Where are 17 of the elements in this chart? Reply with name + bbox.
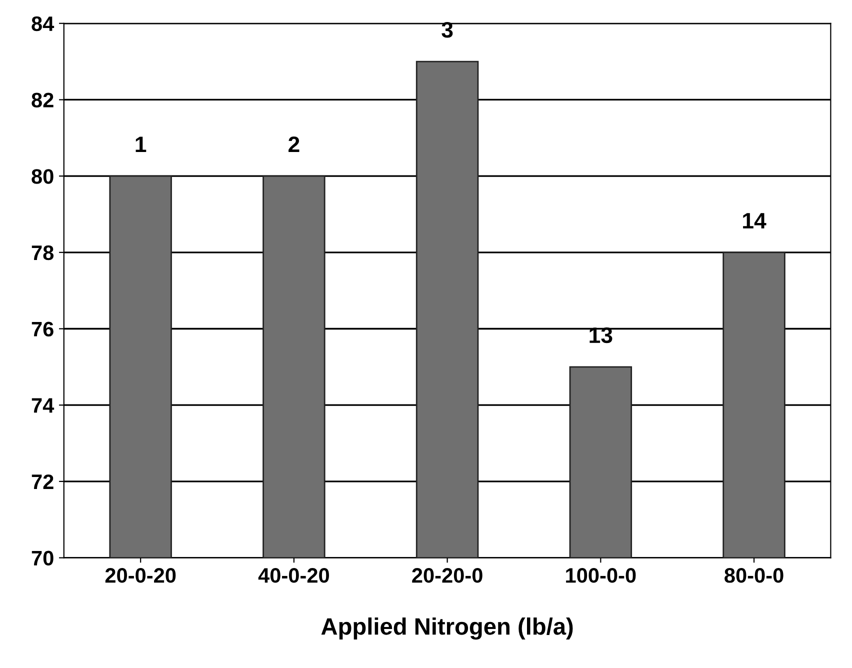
x-tick-label: 20-20-0 [412, 568, 482, 583]
y-tick-label: 74 [32, 398, 54, 413]
y-tick-label: 76 [32, 322, 54, 337]
y-tick-label: 78 [32, 245, 54, 260]
x-tick-label: 20-0-20 [105, 568, 176, 583]
y-tick-label: 70 [32, 550, 54, 566]
annotation: 14 [743, 213, 766, 228]
y-tick-label: 82 [32, 92, 54, 108]
annotation: 2 [288, 136, 300, 152]
x-tick-label: 80-0-0 [724, 568, 784, 583]
x-tick-label: 100-0-0 [566, 568, 636, 583]
annotation: 1 [136, 136, 146, 152]
x-tick-label: 40-0-20 [258, 568, 329, 583]
y-tick-label: 72 [32, 474, 54, 489]
y-tick-label: 84 [32, 16, 54, 32]
y-tick-label: 80 [32, 169, 54, 184]
x-axis-title: Applied Nitrogen (lb/a) [321, 617, 573, 640]
